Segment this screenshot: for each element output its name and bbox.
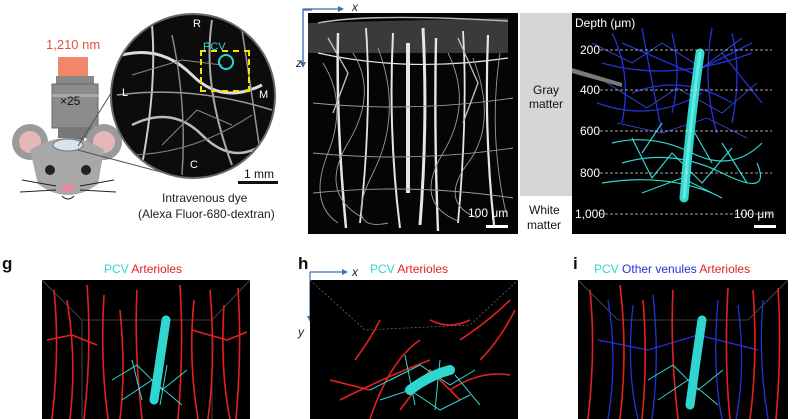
- panel-i-image: [578, 280, 788, 419]
- legend-i-venules: Other venules: [622, 262, 697, 276]
- depth-200: 200: [580, 43, 601, 57]
- panel-h-image: [310, 280, 518, 419]
- legend-g-pcv: PCV: [104, 262, 129, 276]
- depth-400: 400: [580, 83, 601, 97]
- pcv-circle-marker: [218, 54, 234, 70]
- direction-m: M: [259, 89, 269, 101]
- cranial-window-image: [110, 13, 276, 179]
- dye-caption-line2: (Alexa Fluor-680-dextran): [138, 207, 275, 221]
- dye-caption-line1: Intravenous dye: [162, 191, 248, 205]
- legend-h-pcv: PCV: [370, 262, 395, 276]
- panel-g-image: [42, 280, 250, 419]
- depth-title: Depth (μm): [575, 16, 636, 30]
- depth-600: 600: [580, 124, 601, 138]
- laser-wavelength-label: 1,210 nm: [46, 37, 101, 52]
- laser-beam-block: [58, 57, 88, 77]
- legend-i-arterioles: Arterioles: [699, 262, 751, 276]
- axis-x-h: x: [352, 265, 358, 279]
- panel-letter-g: g: [2, 254, 13, 273]
- gray-matter-label: Gray matter: [528, 83, 563, 111]
- axis-x-b: x: [352, 0, 358, 14]
- objective-magnification-label: ×25: [60, 94, 81, 108]
- legend-h: PCV Arterioles: [370, 262, 448, 276]
- scale-bar-c: [754, 225, 776, 228]
- legend-i-pcv: PCV: [594, 262, 619, 276]
- gray-matter-label-line1: Gray matter: [525, 83, 567, 111]
- pcv-label-a: PCV: [203, 41, 226, 53]
- scale-bar-a: [238, 181, 278, 184]
- scale-bar-b: [486, 225, 508, 228]
- direction-c: C: [190, 159, 198, 171]
- panel-b-axes-arrows: [300, 6, 344, 68]
- scale-label-b: 100 μm: [468, 206, 509, 220]
- legend-h-arterioles: Arterioles: [397, 262, 449, 276]
- panel-letter-i: i: [573, 254, 578, 273]
- legend-g: PCV Arterioles: [104, 262, 182, 276]
- panel-b-image: 100 μm: [308, 13, 518, 234]
- depth-1000: 1,000: [575, 207, 606, 221]
- panel-c-image: Depth (μm) 200 400 600 800 1,000 100 μm: [572, 13, 786, 234]
- scale-label-a: 1 mm: [244, 167, 274, 181]
- scale-label-c: 100 μm: [734, 207, 775, 221]
- axis-y-h: y: [298, 325, 304, 339]
- legend-i: PCV Other venules Arterioles: [594, 262, 750, 276]
- axis-z-b: z: [296, 56, 302, 70]
- roi-box: [200, 50, 250, 92]
- gray-matter-band: [520, 13, 572, 196]
- depth-800: 800: [580, 166, 601, 180]
- direction-r: R: [193, 18, 201, 30]
- panel-a-setup: 1,210 nm ×25: [0, 0, 290, 240]
- direction-l: L: [122, 87, 129, 99]
- white-matter-label-line2: matter: [527, 218, 562, 232]
- legend-g-arterioles: Arterioles: [131, 262, 183, 276]
- panel-letter-h: h: [298, 254, 309, 273]
- white-matter-label-line1: White: [529, 203, 560, 217]
